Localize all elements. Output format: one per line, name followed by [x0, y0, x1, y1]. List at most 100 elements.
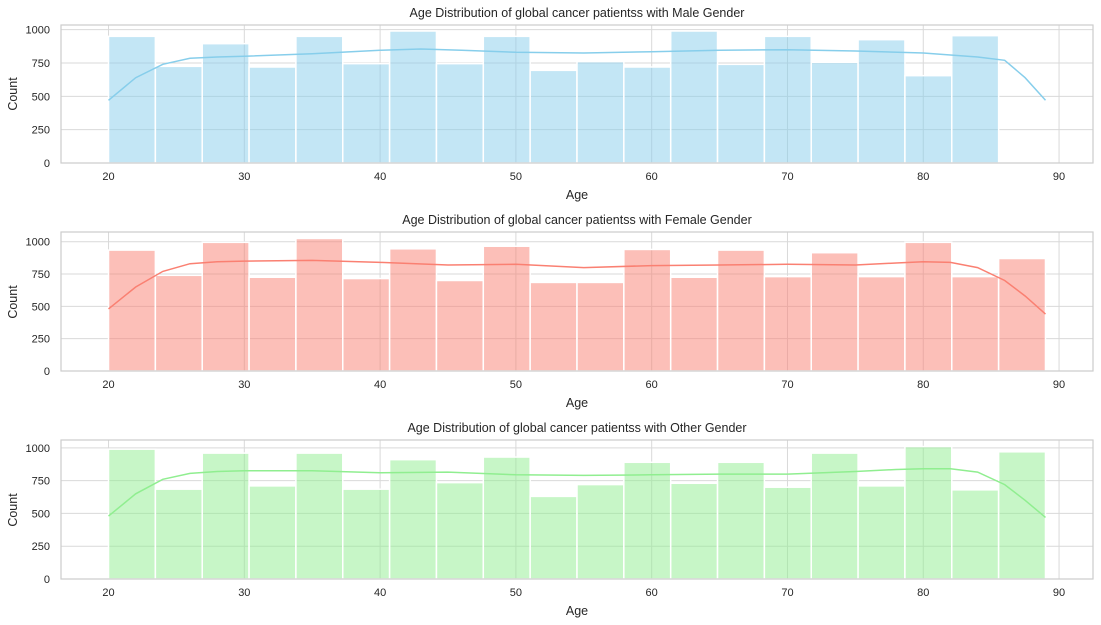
chart-title-other: Age Distribution of global cancer patien…	[407, 421, 746, 435]
x-tick-label: 30	[238, 587, 250, 599]
x-tick-label: 60	[646, 379, 658, 391]
x-tick-label: 80	[917, 587, 929, 599]
x-tick-label: 20	[102, 171, 114, 183]
x-tick-label: 40	[374, 379, 386, 391]
histogram-bar	[529, 495, 578, 580]
histogram-bar	[669, 30, 719, 164]
y-tick-label: 1000	[26, 443, 50, 455]
histogram-bar	[529, 69, 578, 164]
axes-frame	[60, 439, 1094, 580]
histogram-bar	[857, 275, 906, 372]
histogram-bar	[997, 451, 1047, 580]
y-tick-label: 750	[32, 58, 50, 70]
histogram-bar	[810, 452, 859, 580]
histogram-bar	[295, 237, 344, 372]
histogram-bar	[810, 251, 859, 372]
histogram-bar	[951, 489, 1000, 580]
histogram-bar	[763, 275, 812, 372]
x-tick-label: 40	[374, 587, 386, 599]
histogram-bar	[997, 257, 1047, 372]
histogram-bar	[951, 34, 1000, 164]
y-tick-label: 500	[32, 301, 50, 313]
x-tick-label: 90	[1053, 171, 1065, 183]
y-tick-label: 250	[32, 334, 50, 346]
y-tick-label: 750	[32, 476, 50, 488]
histogram-bar	[154, 274, 203, 372]
histogram-bar	[763, 35, 812, 164]
kde-line-male	[108, 48, 1047, 101]
x-tick-label: 80	[917, 379, 929, 391]
histogram-bar	[669, 482, 719, 580]
histogram-bar	[435, 62, 485, 164]
x-axis-label-female: Age	[566, 396, 588, 410]
histogram-bar	[107, 249, 157, 372]
histogram-bar	[248, 276, 297, 372]
chart-panel-male: 0 250 500 750 1000 20 30 40 50 60 70 80 90 Age Dist…	[6, 6, 1094, 202]
histogram-bar	[342, 62, 391, 164]
histogram-bar	[295, 452, 344, 580]
y-tick-label: 500	[32, 508, 50, 520]
x-tick-label: 30	[238, 171, 250, 183]
x-tick-label: 50	[510, 379, 522, 391]
histogram-bar	[810, 61, 859, 164]
histogram-bar	[529, 281, 578, 372]
y-tick-label: 1000	[26, 237, 50, 249]
y-tick-labels-male: 0 250 500 750 1000	[26, 25, 50, 170]
histogram-bar	[107, 448, 157, 580]
x-tick-label: 40	[374, 171, 386, 183]
chart-panel-female: 0 250 500 750 1000 20 30 40 50 60 70 80 90 Age Dist…	[6, 213, 1094, 410]
histogram-bar	[904, 241, 953, 372]
spines-female	[60, 231, 1094, 372]
x-tick-label: 30	[238, 379, 250, 391]
bars-male	[107, 30, 1000, 164]
histogram-bar	[669, 276, 719, 372]
x-tick-label: 70	[781, 587, 793, 599]
histogram-bar	[201, 42, 250, 164]
y-tick-label: 750	[32, 269, 50, 281]
x-tick-label: 90	[1053, 587, 1065, 599]
kde-line-female	[108, 259, 1046, 315]
histogram-bar	[904, 74, 953, 164]
histogram-bar	[482, 245, 531, 372]
chart-title-male: Age Distribution of global cancer patien…	[410, 6, 745, 20]
histogram-bar	[716, 249, 766, 372]
x-axis-label-other: Age	[566, 604, 588, 618]
x-tick-label: 50	[510, 587, 522, 599]
x-tick-label: 50	[510, 171, 522, 183]
y-tick-label: 0	[44, 158, 50, 170]
histogram-bar	[623, 66, 672, 164]
x-tick-label: 20	[102, 587, 114, 599]
histogram-bar	[388, 30, 438, 164]
histogram-bar	[154, 65, 203, 164]
y-axis-label-male: Count	[6, 77, 20, 111]
histogram-bar	[716, 461, 766, 580]
y-tick-labels-other: 0 250 500 750 1000	[26, 443, 50, 586]
histogram-bar	[388, 248, 438, 372]
spines-other	[60, 439, 1094, 580]
x-tick-label: 70	[781, 171, 793, 183]
y-tick-label: 250	[32, 541, 50, 553]
histogram-bar	[576, 483, 625, 580]
histogram-bar	[576, 281, 625, 372]
x-tick-label: 70	[781, 379, 793, 391]
x-tick-labels-male: 20 30 40 50 60 70 80 90	[102, 171, 1065, 183]
x-tick-label: 20	[102, 379, 114, 391]
kde-line-other	[108, 468, 1046, 518]
histogram-bar	[716, 63, 766, 164]
y-tick-label: 250	[32, 125, 50, 137]
bars-other	[107, 445, 1047, 580]
axes-frame	[60, 24, 1094, 164]
histogram-bar	[107, 35, 157, 164]
histogram-bar	[248, 66, 297, 164]
histogram-bar	[951, 275, 1000, 372]
histogram-bar	[201, 452, 250, 580]
y-tick-label: 0	[44, 366, 50, 378]
x-tick-label: 80	[917, 171, 929, 183]
spines-male	[60, 24, 1094, 164]
x-axis-label-male: Age	[566, 188, 588, 202]
histogram-bar	[623, 461, 672, 580]
histogram-bar	[482, 35, 531, 164]
y-axis-label-other: Count	[6, 493, 20, 527]
y-tick-label: 1000	[26, 25, 50, 37]
